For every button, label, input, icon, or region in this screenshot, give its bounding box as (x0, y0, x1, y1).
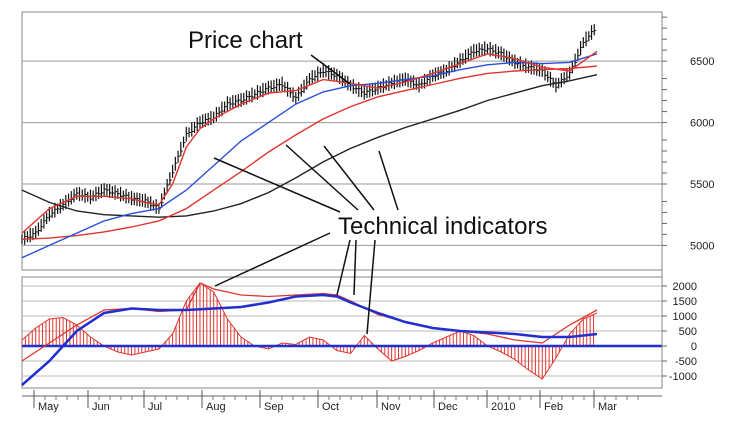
pointer-hist-small (366, 239, 376, 335)
indicator-tick-label: -1000 (669, 371, 697, 383)
price-tick-label: 5000 (690, 240, 714, 252)
x-axis-bottom: May Jun Jul Aug Sep Oct Nov Dec 2010 Feb Mar (22, 390, 662, 413)
x-tick-label: Nov (381, 401, 401, 413)
annotation-price-chart: Price chart (188, 27, 303, 54)
annotation-pointers (213, 54, 399, 335)
indicator-lines (21, 282, 662, 386)
pointer-ma-slow (323, 145, 375, 211)
pointer-macd (336, 239, 351, 296)
moving-average-slow (21, 65, 598, 240)
x-tick-label: Dec (438, 401, 458, 413)
price-tick-label: 6500 (690, 56, 714, 68)
x-tick-label: Jun (92, 401, 110, 413)
histogram-outline (21, 282, 598, 380)
x-tick-label: Aug (206, 401, 226, 413)
moving-average-fast (21, 50, 598, 234)
indicator-tick-label: 1000 (673, 311, 697, 323)
indicator-tick-label: -500 (675, 356, 697, 368)
pointer-price-chart (310, 54, 351, 85)
x-tick-label: Jul (148, 401, 162, 413)
pointer-signal (353, 239, 357, 296)
signal-line (21, 293, 598, 386)
x-tick-label: Mar (598, 401, 617, 413)
x-tick-label: Sep (264, 401, 284, 413)
moving-average-lines (21, 50, 598, 259)
pointer-ma-mid (285, 144, 359, 211)
annotation-technical-indicators: Technical indicators (338, 213, 547, 240)
moving-average-mid (21, 53, 598, 259)
indicator-tick-label: 0 (691, 341, 697, 353)
x-tick-label: May (38, 401, 59, 413)
indicator-tick-label: 2000 (673, 281, 697, 293)
indicator-tick-label: 1500 (673, 296, 697, 308)
pointer-histogram (214, 232, 331, 287)
x-tick-label: Oct (322, 401, 339, 413)
x-tick-label: 2010 (491, 401, 515, 413)
moving-average-long (21, 74, 598, 218)
indicator-tick-label: 500 (679, 326, 697, 338)
pointer-ma-long (378, 150, 399, 211)
x-tick-label: Feb (544, 401, 563, 413)
pointer-ma-fast (213, 157, 341, 213)
price-tick-label: 5500 (690, 179, 714, 191)
y-axis-right: 50005500600065002000150010005000-500-100… (661, 12, 714, 388)
indicator-panel-frame (21, 276, 663, 389)
price-tick-label: 6000 (690, 118, 714, 130)
